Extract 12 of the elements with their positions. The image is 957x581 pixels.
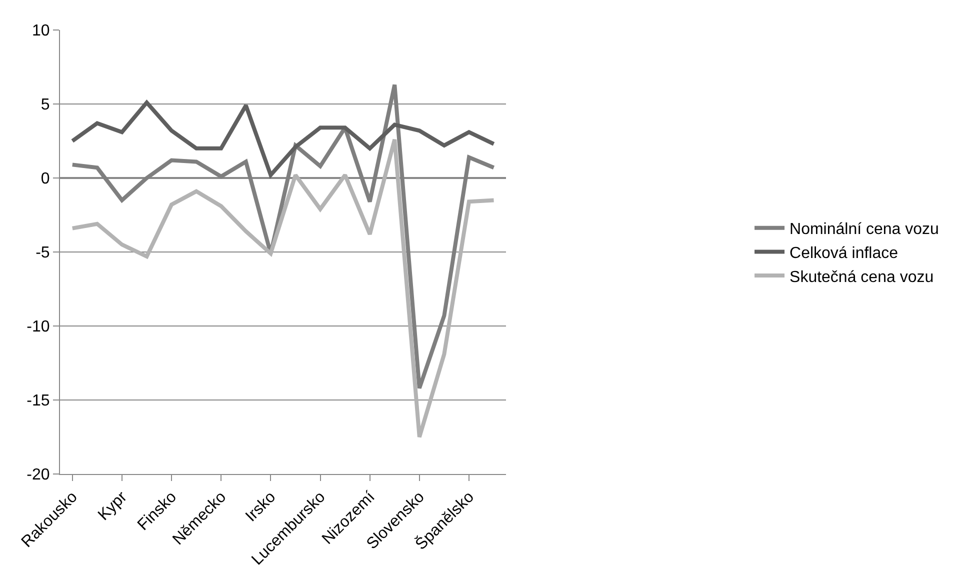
y-tick-label: -5 bbox=[36, 244, 50, 262]
y-tick-label: 10 bbox=[32, 22, 50, 40]
legend-label: Celková inflace bbox=[790, 244, 898, 262]
y-tick-label: -15 bbox=[26, 392, 50, 410]
y-tick-label: 5 bbox=[40, 96, 50, 114]
legend-label: Nominální cena vozu bbox=[790, 221, 939, 238]
line-series bbox=[70, 100, 496, 178]
y-tick-label: 0 bbox=[40, 170, 50, 188]
legend-label: Skutečná cena vozu bbox=[790, 268, 934, 286]
y-tick-label: -10 bbox=[26, 318, 50, 336]
line-series bbox=[70, 138, 496, 439]
y-tick-label: -20 bbox=[26, 466, 50, 484]
